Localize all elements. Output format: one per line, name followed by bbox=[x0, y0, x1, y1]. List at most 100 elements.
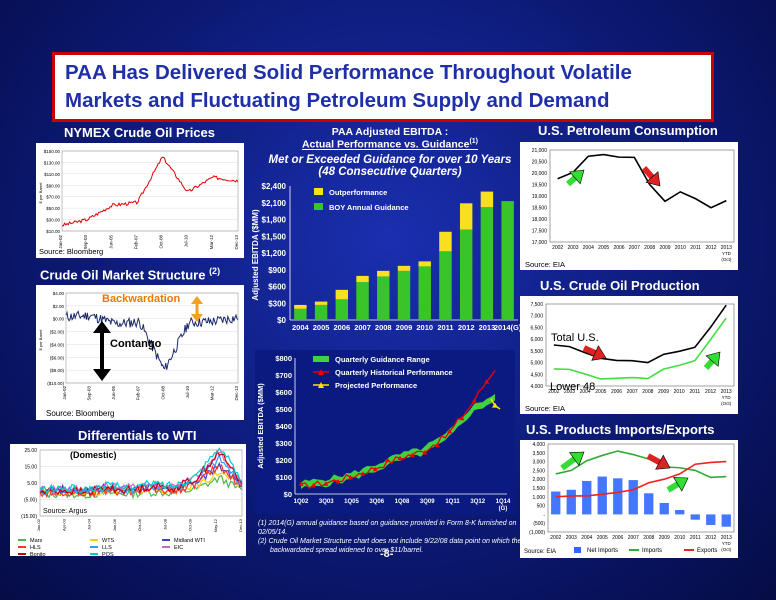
imports-legend-swatch bbox=[574, 547, 581, 553]
production-plot-frame bbox=[545, 303, 735, 387]
structure-y-tick: ($2.00) bbox=[50, 330, 65, 335]
differentials-y-tick: (5.00) bbox=[24, 498, 37, 504]
structure-y-tick: $0.00 bbox=[53, 317, 65, 322]
production-red-arrow-icon bbox=[582, 345, 607, 361]
imports-x-tick: 2007 bbox=[628, 535, 639, 541]
imports-x-subtick: YTD bbox=[722, 541, 732, 546]
differentials-plot-frame bbox=[39, 449, 243, 517]
ebitda-y-tick: $1,500 bbox=[262, 232, 287, 241]
consumption-x-tick: 2013 bbox=[721, 245, 732, 251]
footnotes: (1) 2014(G) annual guidance based on gui… bbox=[258, 519, 528, 555]
consumption-chart: 21,000 20,500 20,000 19,500 19,000 18,500 18,0… bbox=[532, 148, 735, 262]
ebitda-y-tick: $2,100 bbox=[262, 199, 287, 208]
ebitda-bar-guidance bbox=[480, 207, 494, 320]
quarterly-historical-marker bbox=[434, 442, 440, 448]
differentials-x-tick: Jul-08 bbox=[162, 518, 167, 530]
quarterly-historical-marker bbox=[397, 455, 403, 461]
imports-y-tick: 500 bbox=[537, 504, 546, 510]
nymex-y-tick: $10.00 bbox=[46, 229, 60, 234]
ebitda-chart: $0 $300 $600 $900 $1,200 $1,500 $1,800 $2,100 $2… bbox=[251, 182, 522, 332]
quarterly-historical-marker bbox=[298, 481, 304, 486]
imports-y-tick: 4,000 bbox=[532, 442, 545, 448]
ebitda-x-tick: 2005 bbox=[313, 323, 330, 332]
production-x-tick: 2009 bbox=[658, 389, 669, 395]
nymex-y-tick: $150.00 bbox=[44, 149, 61, 154]
production-green-arrow-icon-head bbox=[705, 351, 721, 367]
consumption-y-tick: 17,000 bbox=[532, 240, 548, 246]
imports-source: Source: EIA bbox=[524, 549, 556, 555]
quarterly-guidance-range-band bbox=[301, 393, 495, 490]
differentials-x-tick: Oct-09 bbox=[188, 518, 193, 531]
ebitda-bar-outperformance bbox=[480, 191, 494, 208]
ebitda-x-tick: 2004 bbox=[292, 323, 310, 332]
production-source: Source: EIA bbox=[525, 404, 566, 413]
structure-y-label: $ per Barrel bbox=[38, 329, 43, 350]
consumption-y-tick: 19,500 bbox=[532, 183, 548, 189]
page-number: -8- bbox=[380, 548, 394, 560]
production-y-tick: 6,500 bbox=[530, 325, 543, 331]
quarterly-y-tick: $500 bbox=[275, 405, 292, 414]
consumption-y-tick: 21,000 bbox=[532, 148, 548, 154]
nymex-y-tick: $50.00 bbox=[46, 206, 60, 211]
differentials-x-tick: May-12 bbox=[213, 518, 218, 532]
imports-x-tick: 2009 bbox=[659, 535, 670, 541]
structure-y-tick: ($8.00) bbox=[50, 368, 65, 373]
consumption-y-tick: 17,500 bbox=[532, 229, 548, 235]
nymex-x-tick: Jan-02 bbox=[58, 235, 63, 249]
footnote-3: backwardated spread widened to over $11/… bbox=[270, 547, 424, 554]
production-x-tick: 2006 bbox=[611, 389, 622, 395]
quarterly-x-tick: 3Q06 bbox=[369, 499, 384, 505]
ebitda-legend-label-outperformance: Outperformance bbox=[329, 188, 387, 197]
production-red-arrow-icon-head bbox=[591, 345, 607, 361]
imports-legend-label: Exports bbox=[697, 548, 717, 554]
imports-y-tick: 2,000 bbox=[532, 477, 545, 483]
ebitda-heading: PAA Adjusted EBITDA : Actual Performance… bbox=[260, 126, 520, 178]
imports-green-arrow-2-icon-head bbox=[673, 476, 689, 492]
imports-red-arrow-icon bbox=[646, 453, 671, 470]
backwardation-label: Backwardation bbox=[102, 293, 181, 305]
ebitda-y-tick: $2,400 bbox=[262, 182, 287, 191]
structure-x-tick: Dec-13 bbox=[234, 386, 239, 401]
quarterly-legend-label-range: Quarterly Guidance Range bbox=[335, 355, 430, 364]
consumption-red-arrow-icon bbox=[641, 166, 661, 187]
imports-y-tick: (1,000) bbox=[529, 530, 545, 536]
production-lower48-line bbox=[553, 317, 727, 380]
ebitda-heading-2: Actual Performance vs. Guidance(1) bbox=[260, 138, 520, 151]
differentials-x-tick: Apr-03 bbox=[61, 518, 66, 531]
ebitda-y-label: Adjusted EBITDA ($MM) bbox=[251, 209, 260, 301]
imports-net-bar bbox=[597, 476, 607, 515]
consumption-source: Source: EIA bbox=[525, 260, 566, 269]
structure-source: Source: Bloomberg bbox=[46, 409, 115, 418]
ebitda-bar-outperformance bbox=[459, 203, 473, 230]
nymex-panel: $150.00 $130.00 $110.00 $90.00 $70.00 $50.00 $… bbox=[36, 143, 244, 258]
consumption-green-arrow-icon-head bbox=[569, 169, 585, 185]
imports-x-tick: 2010 bbox=[674, 535, 685, 541]
ebitda-bar-outperformance bbox=[397, 265, 411, 271]
quarterly-historical-marker bbox=[372, 466, 378, 472]
nymex-x-tick: Dec-13 bbox=[234, 235, 239, 250]
imports-net-bar bbox=[582, 480, 592, 515]
nymex-plot-frame bbox=[61, 150, 239, 232]
quarterly-x-tick: 1Q11 bbox=[445, 499, 460, 505]
structure-heading-sup: (2) bbox=[209, 266, 221, 276]
production-x-tick: 2002 bbox=[548, 389, 559, 395]
differentials-y-tick: 25.00 bbox=[24, 448, 37, 454]
nymex-source: Source: Bloomberg bbox=[39, 247, 104, 256]
quarterly-panel: $800 $700 $600 $500 $400 $300 $200 $100 $0 Adjust… bbox=[255, 350, 515, 514]
differentials-legend-label: WTS bbox=[102, 538, 115, 544]
quarterly-x-tick: 1Q02 bbox=[294, 499, 309, 505]
imports-green-arrow-2-icon bbox=[666, 476, 689, 493]
imports-net-bar bbox=[675, 510, 685, 515]
quarterly-legend-marker-projected bbox=[318, 382, 324, 388]
nymex-chart: $150.00$130.00$110.00$90.00$70.00$50.00$… bbox=[38, 149, 239, 250]
production-x-tick: 2004 bbox=[580, 389, 591, 395]
backwardation-arrow-down-icon bbox=[191, 314, 203, 322]
quarterly-x-tick: 1Q14 bbox=[496, 499, 511, 505]
quarterly-historical-marker bbox=[385, 457, 391, 463]
consumption-x-tick: 2008 bbox=[644, 245, 655, 251]
production-x-tick: 2003 bbox=[564, 389, 575, 395]
footnote-1: (1) 2014(G) annual guidance based on gui… bbox=[258, 520, 517, 536]
differentials-legend-label: HLS bbox=[30, 545, 41, 551]
backwardation-arrow-up-icon bbox=[191, 296, 203, 304]
ebitda-x-tick: 2012 bbox=[458, 323, 475, 332]
